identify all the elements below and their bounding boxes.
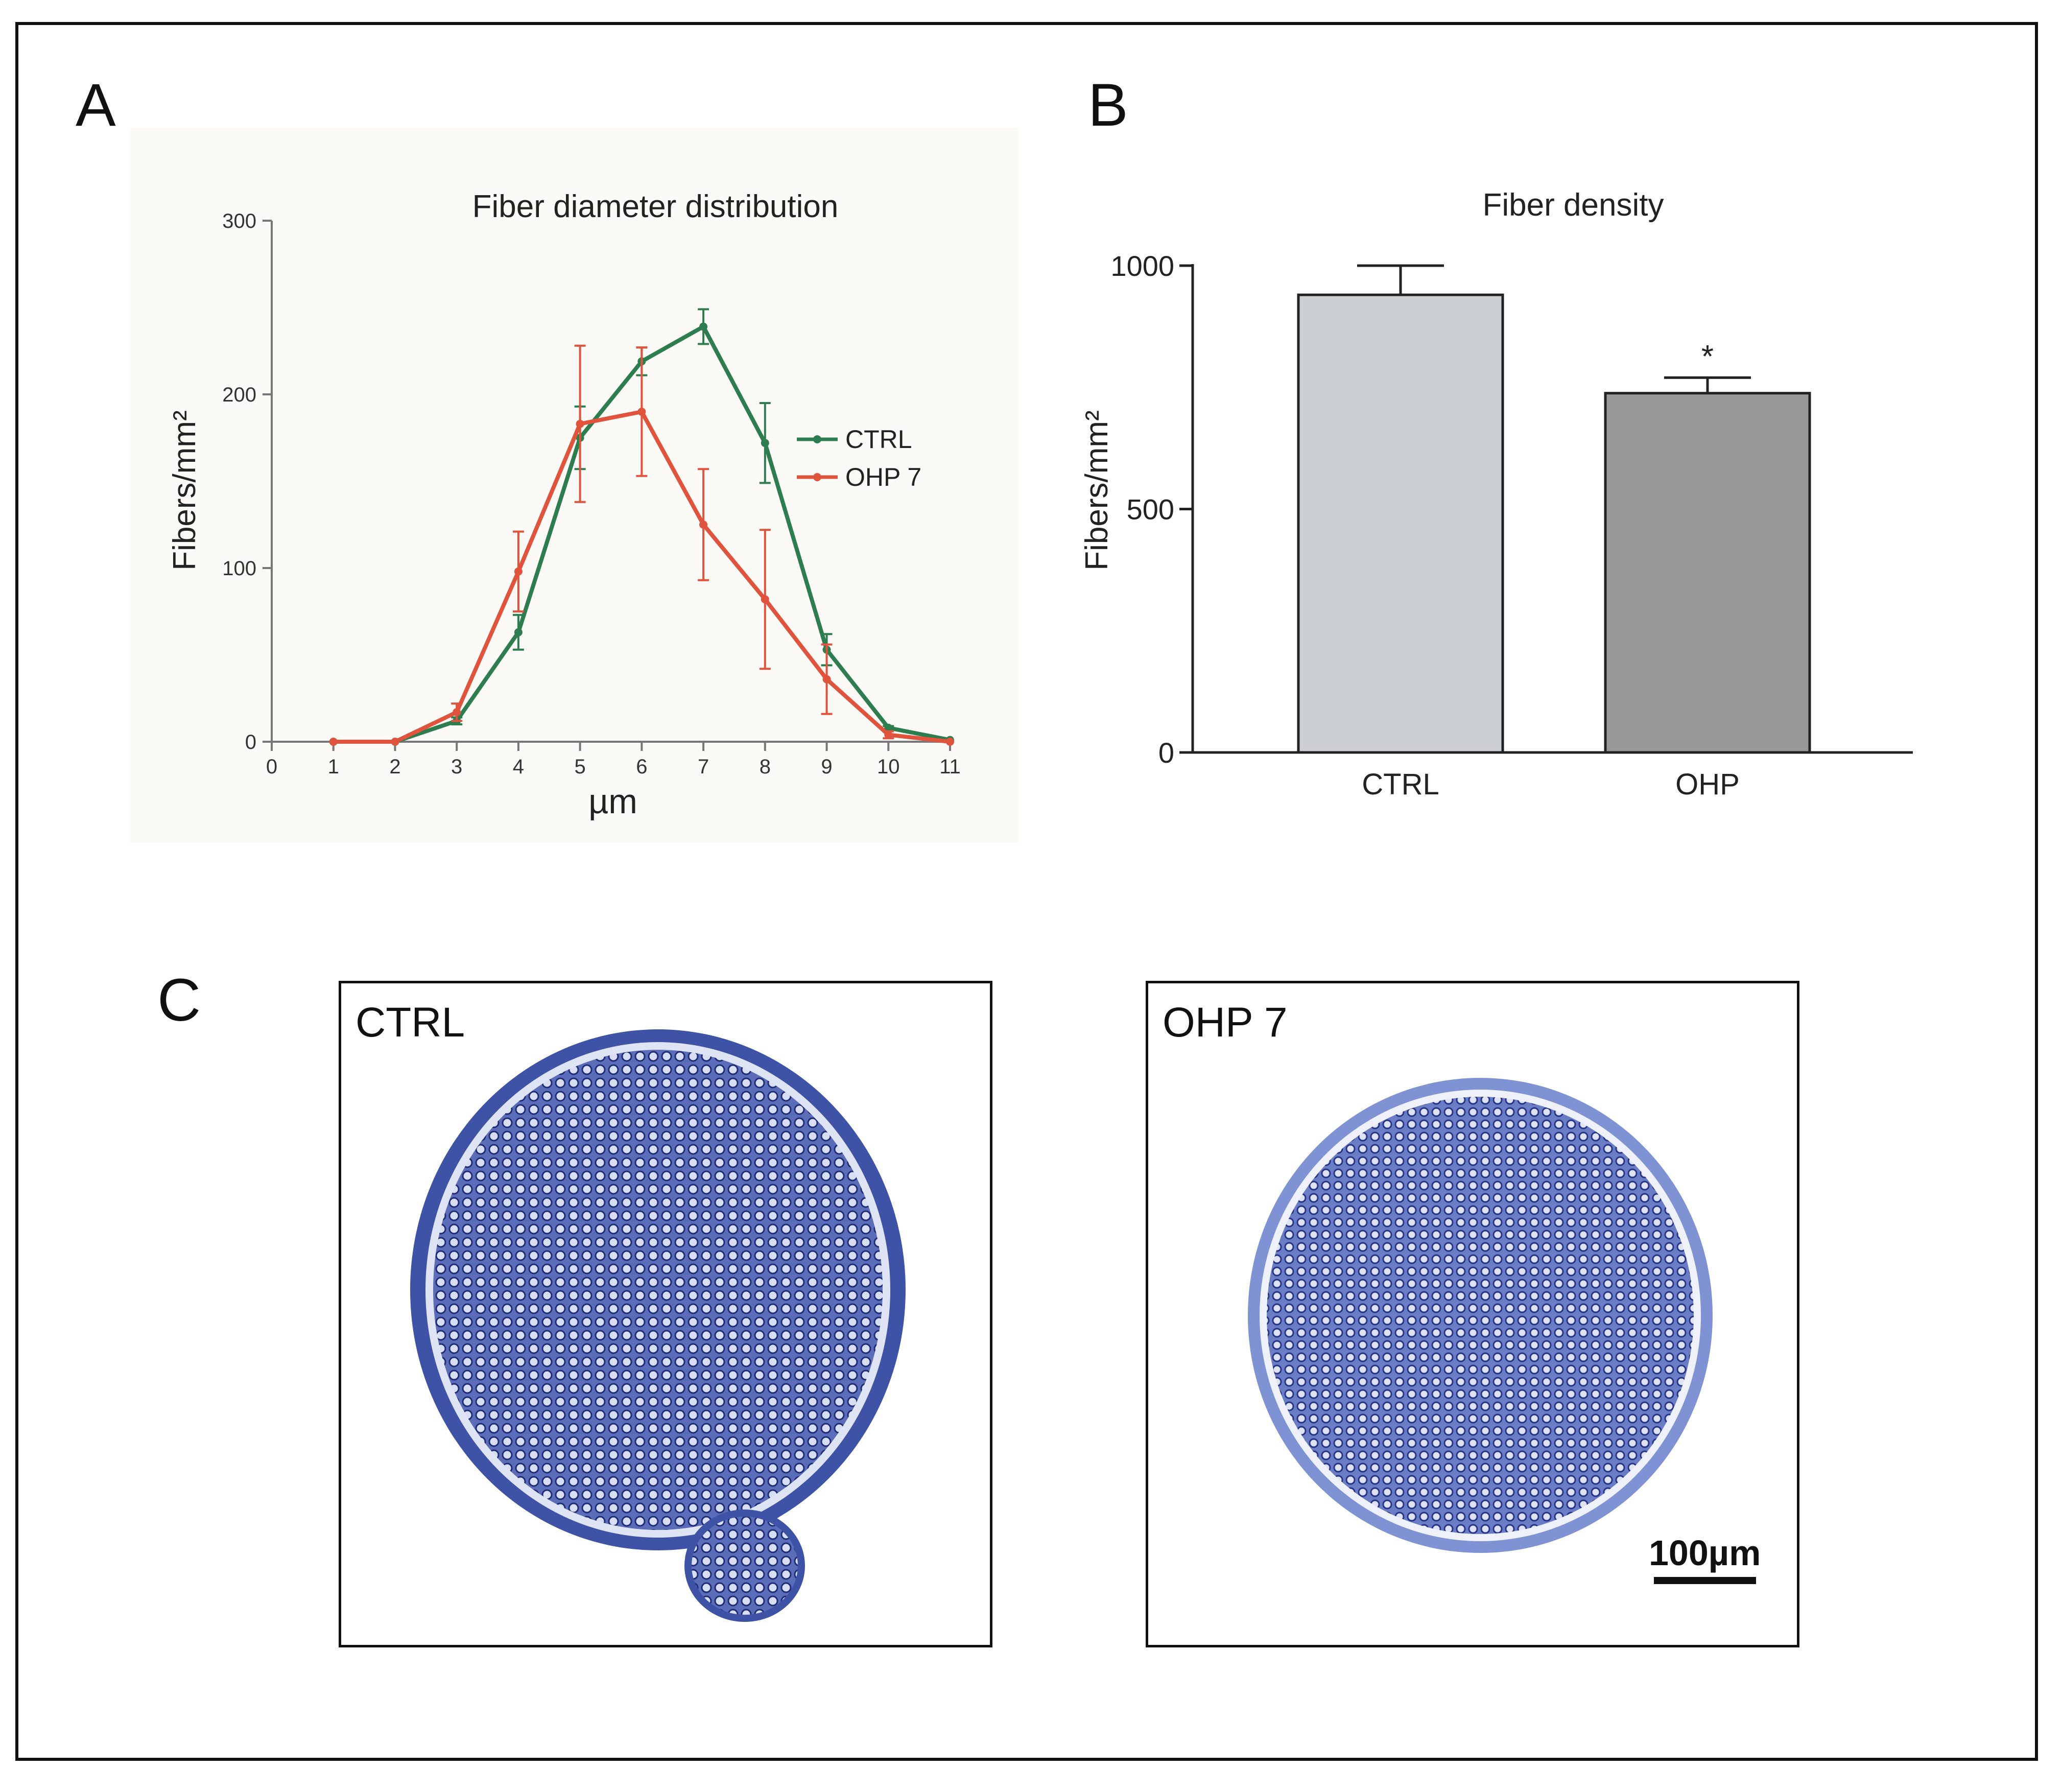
chart-a-y-label: Fibers/mm² <box>167 410 202 570</box>
chart-a-x-label: µm <box>588 782 637 821</box>
micrograph-ctrl: CTRL <box>339 981 992 1647</box>
chart-a-xtick-label: 2 <box>389 756 400 778</box>
bar-ctrl <box>1297 293 1504 754</box>
chart-b-title: Fiber density <box>1483 187 1664 223</box>
chart-b-ytick-label: 500 <box>1127 493 1174 526</box>
chart-a-xtick-label: 7 <box>698 756 709 778</box>
chart-a-ytick-label: 100 <box>222 557 256 580</box>
legend-marker <box>813 435 821 443</box>
panel-label-c: C <box>157 966 201 1034</box>
chart-b-ytick-label: 0 <box>1158 737 1174 769</box>
data-point <box>761 595 769 604</box>
chart-a-xtick-label: 8 <box>760 756 771 778</box>
chart-a-title: Fiber diameter distribution <box>472 189 839 224</box>
legend-label: OHP 7 <box>845 463 921 491</box>
chart-a-xtick-label: 1 <box>328 756 339 778</box>
chart-a-xtick-label: 5 <box>575 756 586 778</box>
nerve-section-ctrl <box>410 1029 906 1622</box>
chart-a-xtick-label: 0 <box>266 756 277 778</box>
legend-marker <box>813 473 821 481</box>
legend-label: CTRL <box>845 425 912 454</box>
panel-label-a: A <box>76 72 116 139</box>
significance-marker: * <box>1701 339 1714 374</box>
figure-frame <box>15 22 2038 1761</box>
chart-a-ytick-label: 200 <box>222 384 256 406</box>
data-point <box>391 738 399 746</box>
data-point <box>576 419 584 428</box>
data-point <box>514 567 523 576</box>
data-point <box>946 738 954 746</box>
chart-b-ytick-label: 1000 <box>1110 250 1174 282</box>
chart-b-category-label: CTRL <box>1362 768 1439 801</box>
data-point <box>699 521 708 529</box>
data-point <box>822 675 831 683</box>
chart-a-xtick-label: 11 <box>939 756 961 778</box>
chart-b-y-label: Fibers/mm² <box>1079 410 1115 570</box>
chart-b-category-label: OHP <box>1675 768 1740 801</box>
data-point <box>637 408 646 416</box>
bar-ohp <box>1604 392 1811 754</box>
data-point <box>884 723 893 732</box>
chart-a-ytick-label: 300 <box>222 210 256 232</box>
scalebar <box>1654 1577 1756 1584</box>
data-point <box>453 708 461 717</box>
scalebar-label: 100µm <box>1649 1533 1761 1573</box>
chart-a-background <box>130 128 1019 843</box>
chart-a-xtick-label: 10 <box>877 756 900 778</box>
chart-a-xtick-label: 4 <box>513 756 524 778</box>
chart-a-ytick-label: 0 <box>245 731 256 753</box>
micrograph-ctrl-label: CTRL <box>355 999 465 1046</box>
data-point <box>699 322 708 331</box>
data-point <box>761 439 769 447</box>
data-point <box>514 628 523 636</box>
data-point <box>884 730 893 739</box>
chart-a-xtick-label: 3 <box>451 756 462 778</box>
micrograph-ohp-label: OHP 7 <box>1163 999 1288 1046</box>
chart-a-xtick-label: 6 <box>636 756 647 778</box>
data-point <box>329 738 338 746</box>
chart-a-xtick-label: 9 <box>821 756 832 778</box>
micrograph-ohp: OHP 7 100µm <box>1146 981 1799 1647</box>
panel-label-b: B <box>1088 72 1128 139</box>
nerve-section-ohp <box>1248 1078 1756 1584</box>
